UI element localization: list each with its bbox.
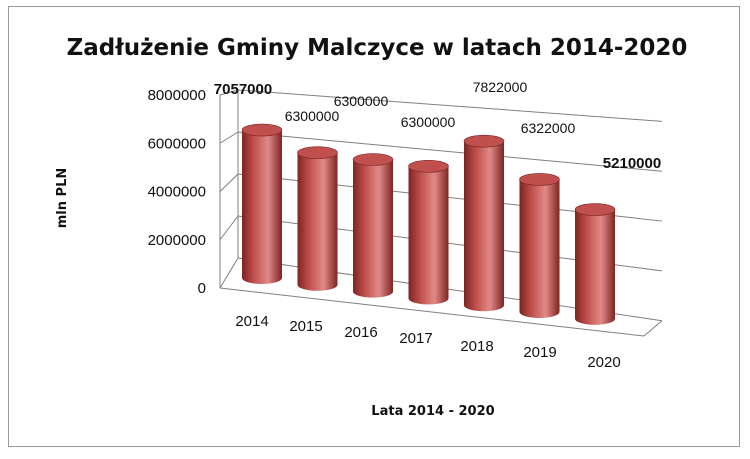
x-axis-title: Lata 2014 - 2020 (371, 404, 494, 419)
gridline-side (219, 215, 239, 241)
bar-body (519, 179, 560, 318)
x-tick-label: 2017 (399, 330, 432, 347)
gridline-side (219, 89, 239, 96)
bar-2016 (352, 153, 394, 298)
gridline-side (219, 173, 239, 192)
gridline (237, 89, 663, 122)
bar-top (297, 146, 338, 160)
y-axis-ticks: 0 2000000 4000000 6000000 8000000 (148, 87, 206, 297)
y-axis-title: mln PLN (55, 168, 70, 228)
bar-2014 (241, 123, 283, 284)
x-axis-categories: 2014 2015 2016 2017 2018 2019 2020 (235, 313, 620, 371)
y-tick-label: 0 (198, 280, 206, 297)
data-label: 6300000 (334, 93, 389, 109)
bar-top (519, 173, 560, 186)
x-tick-label: 2020 (587, 354, 620, 371)
y-tick-label: 2000000 (148, 232, 206, 249)
gridline-side (219, 131, 239, 144)
x-tick-label: 2015 (289, 318, 322, 335)
x-tick-label: 2016 (344, 324, 377, 341)
floor-edge (219, 287, 645, 337)
bar-2015 (297, 146, 338, 291)
x-tick-label: 2014 (235, 313, 268, 330)
x-tick-label: 2019 (523, 344, 556, 361)
data-label: 5210000 (603, 155, 661, 172)
bar-layer (241, 123, 616, 325)
bar-top (241, 123, 283, 137)
y-tick-label: 8000000 (148, 87, 206, 104)
bar-body (464, 141, 504, 312)
gridline-side (219, 257, 239, 289)
x-tick-label: 2018 (460, 338, 493, 355)
bar-body (575, 209, 615, 325)
gridline (237, 131, 663, 172)
bar-top (352, 153, 394, 166)
data-labels: 7057000630000063000006300000782200063220… (214, 79, 661, 172)
bar-top (574, 203, 616, 216)
bar-2017 (408, 160, 449, 305)
y-tick-label: 4000000 (148, 184, 206, 201)
bar-2019 (519, 173, 560, 318)
bar-body (353, 159, 393, 298)
bar-top (463, 134, 505, 148)
data-label: 6322000 (521, 120, 576, 136)
data-label: 6300000 (285, 108, 340, 124)
bar-body (408, 166, 449, 305)
floor-edge-right (643, 320, 663, 337)
chart-title: Zadłużenie Gminy Malczyce w latach 2014-… (67, 35, 688, 61)
data-label: 7057000 (214, 81, 272, 98)
bar-top (408, 160, 449, 173)
bar-2018 (463, 134, 505, 312)
y-tick-label: 6000000 (148, 135, 206, 152)
bar-2020 (574, 203, 616, 325)
bar-body (242, 130, 282, 284)
data-label: 6300000 (401, 114, 456, 130)
data-label: 7822000 (473, 79, 528, 95)
bar-body (297, 152, 338, 291)
